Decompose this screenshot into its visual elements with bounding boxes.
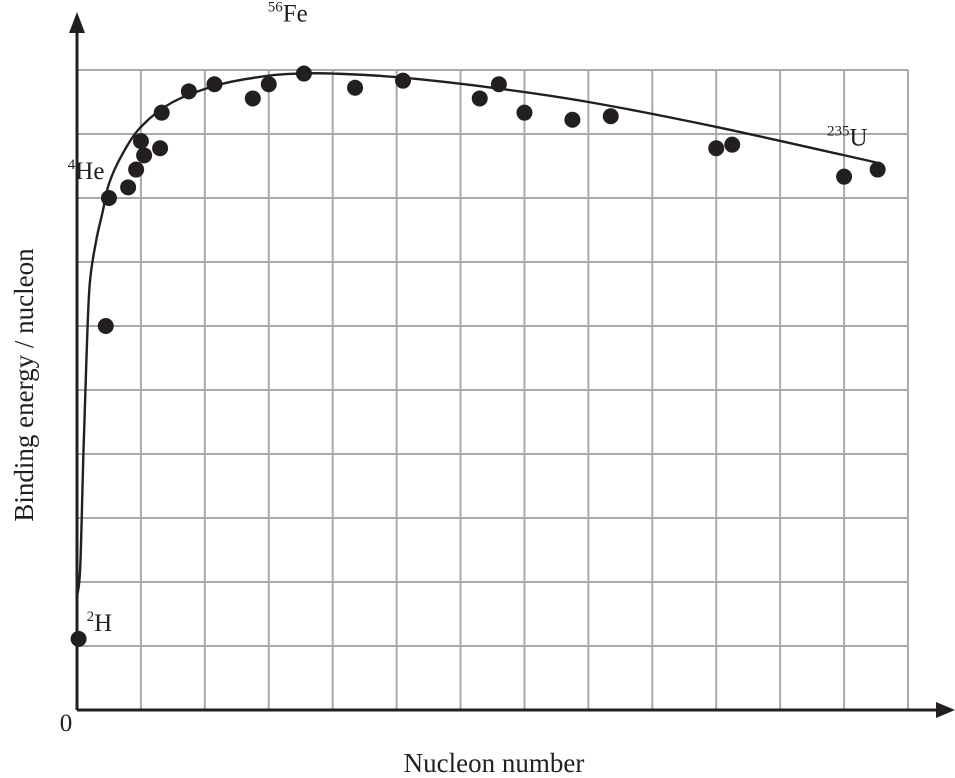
binding-energy-curve	[75, 72, 877, 597]
data-point	[244, 90, 261, 107]
grid-lines	[77, 69, 909, 710]
data-point	[100, 190, 117, 206]
data-point	[516, 104, 533, 121]
data-point	[395, 72, 412, 89]
data-point	[180, 83, 197, 100]
data-point	[132, 133, 149, 150]
isotope-label-h: 2H	[87, 609, 113, 637]
data-point	[70, 630, 87, 647]
data-point	[564, 111, 581, 128]
isotope-label-u: 235U	[827, 123, 868, 151]
data-point	[869, 161, 886, 178]
y-axis-arrow-icon	[69, 12, 85, 33]
data-point	[708, 140, 725, 157]
isotope-label-fe: 56Fe	[268, 0, 308, 28]
data-point	[836, 168, 853, 185]
data-point	[136, 147, 153, 164]
x-axis-arrow-icon	[936, 702, 955, 718]
data-point	[206, 76, 223, 93]
origin-label: 0	[60, 710, 73, 737]
data-point	[120, 179, 137, 196]
data-point	[602, 108, 619, 125]
data-point	[295, 65, 312, 82]
data-point	[347, 79, 364, 96]
isotope-annotations: 2H 4He 56Fe 235U	[68, 0, 868, 637]
data-point	[153, 104, 170, 121]
data-point	[471, 90, 488, 107]
data-point	[152, 140, 169, 157]
y-axis-label: Binding energy / nucleon	[9, 248, 39, 522]
data-point	[128, 161, 145, 178]
data-point	[724, 136, 741, 153]
data-point	[97, 318, 114, 334]
data-point	[260, 76, 277, 93]
data-point	[490, 76, 507, 93]
axes	[69, 12, 955, 718]
x-axis-label: Nucleon number	[404, 748, 585, 778]
isotope-label-he: 4He	[68, 157, 105, 185]
data-points	[70, 65, 886, 647]
